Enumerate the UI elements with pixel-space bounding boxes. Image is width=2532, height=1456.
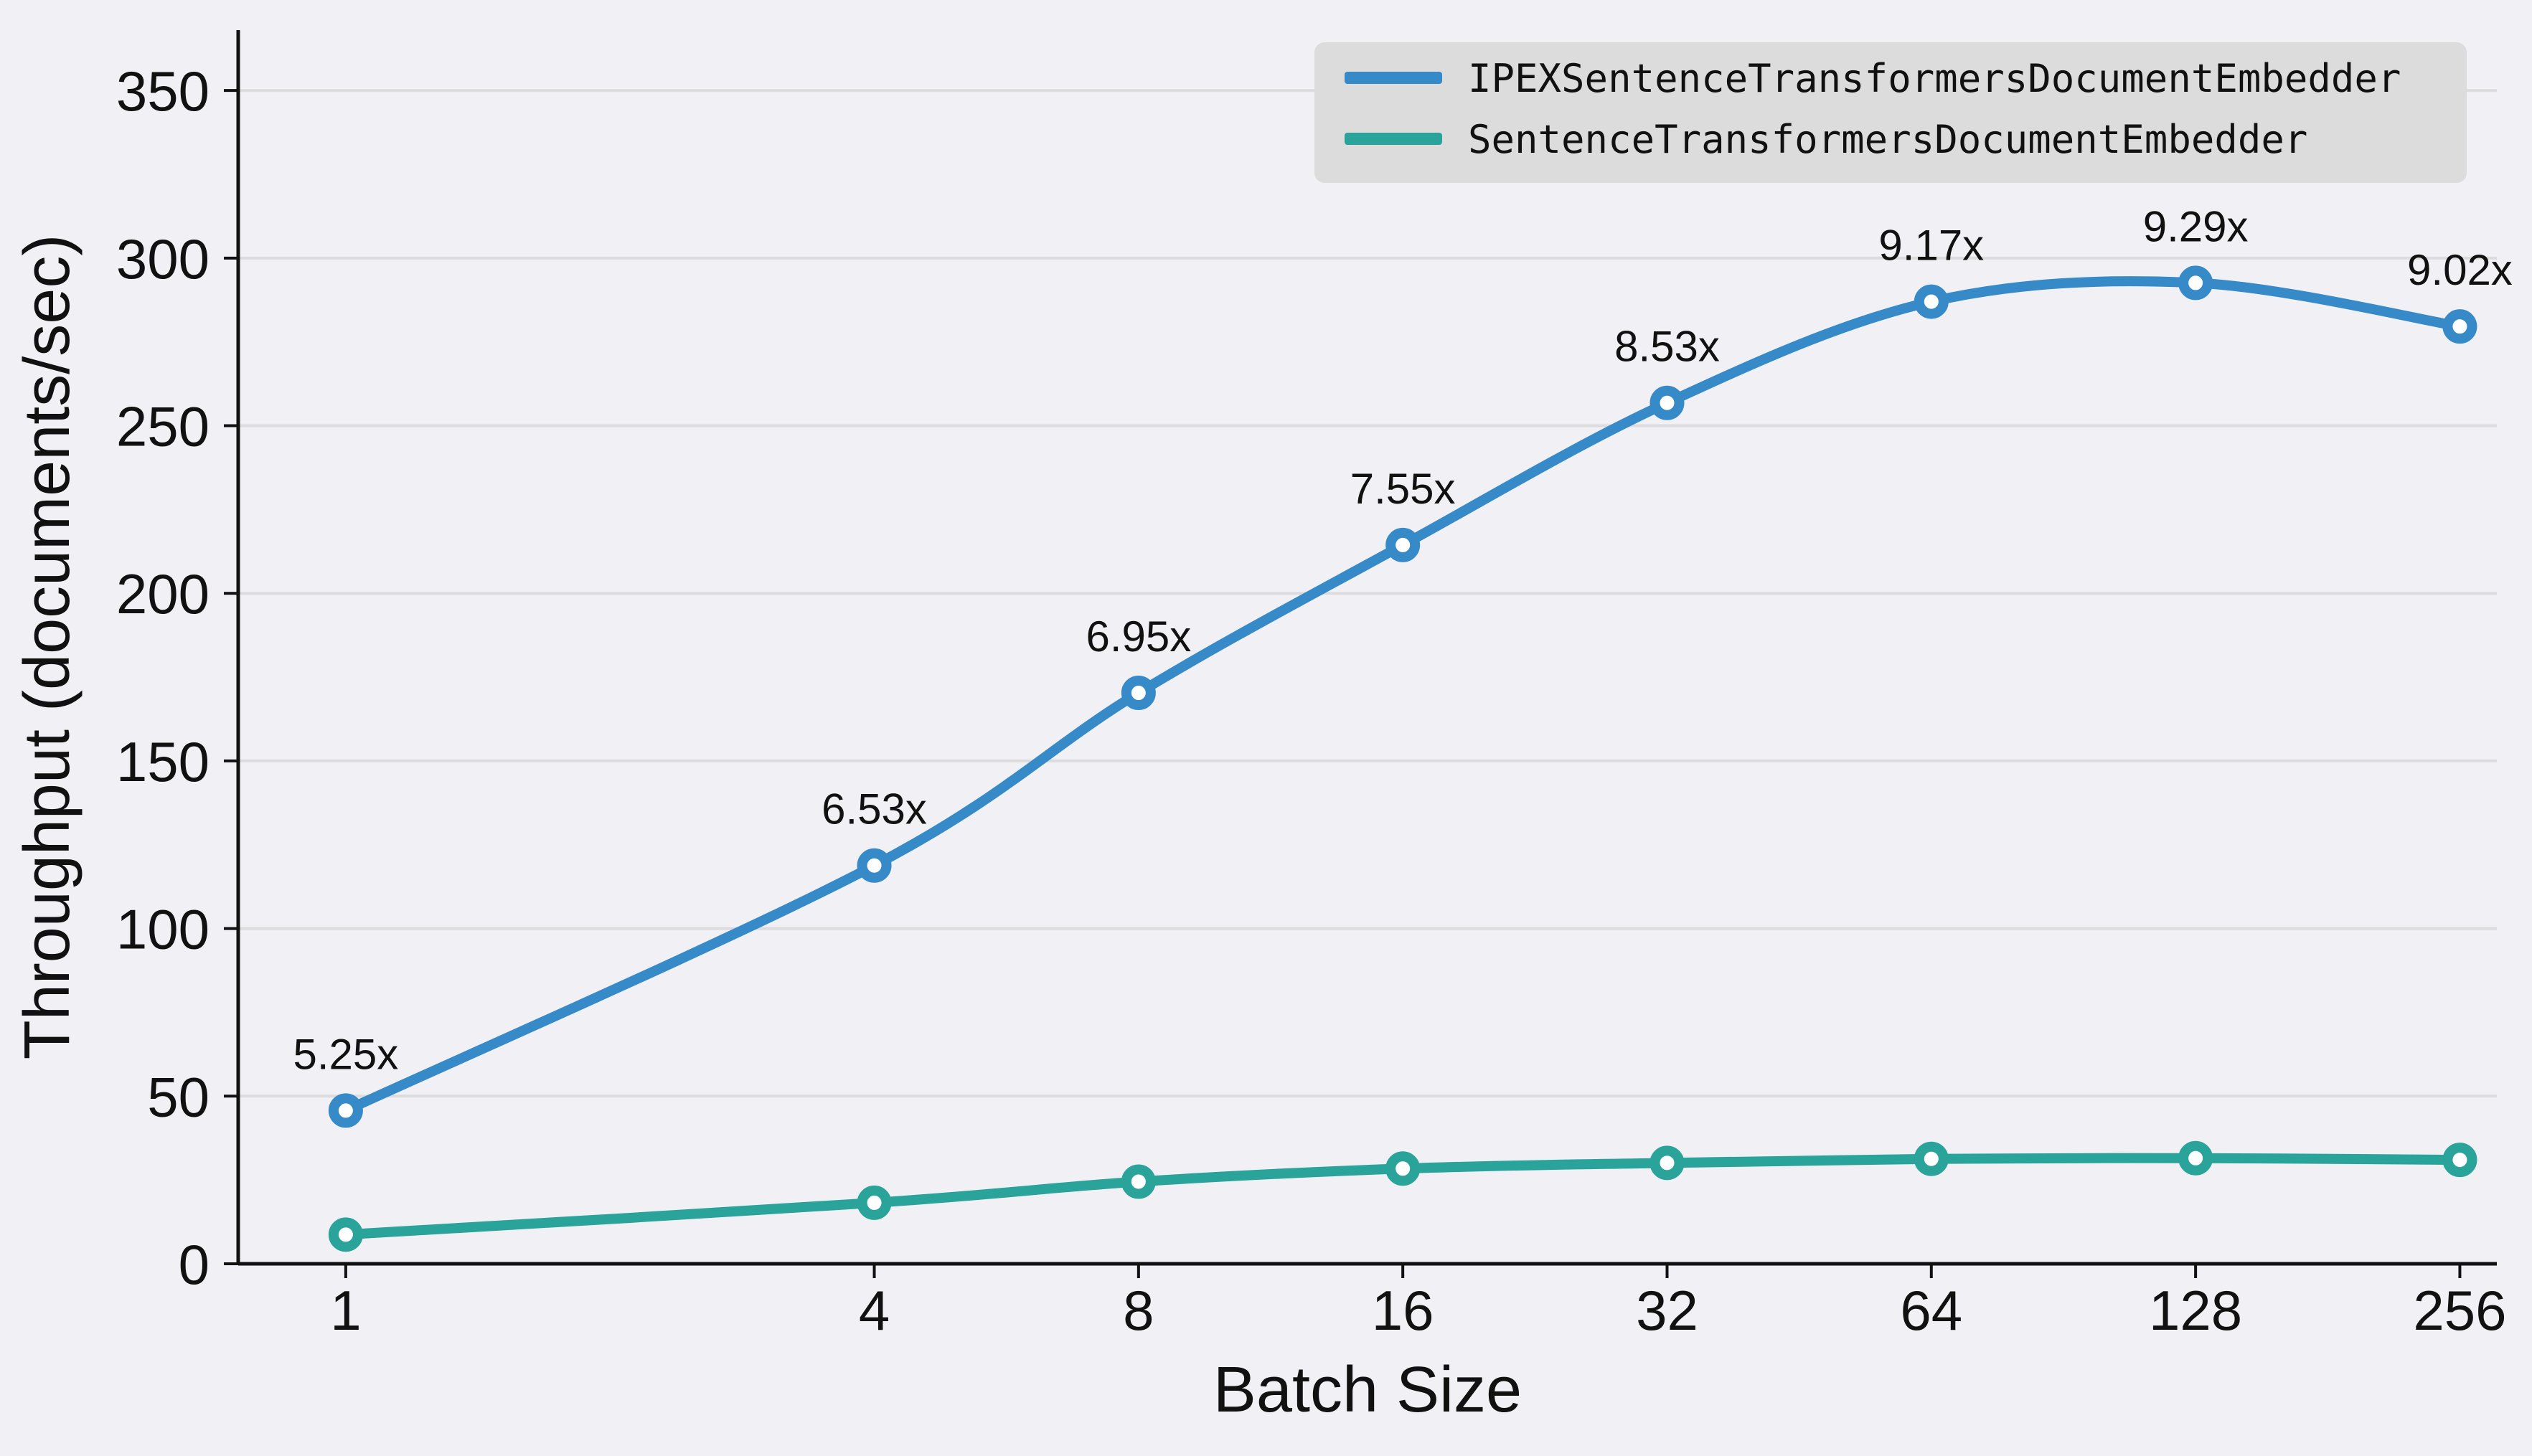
data-point-marker [857,848,892,883]
speedup-annotation: 7.55x [1350,465,1456,513]
series-lines [340,276,2465,1240]
x-tick-label: 128 [2149,1279,2242,1342]
speedup-annotation: 8.53x [1614,323,1720,371]
axes-spines [236,30,2497,1266]
series-markers [328,265,2477,1252]
y-tick-label: 350 [116,60,210,123]
speedup-annotation: 9.02x [2407,246,2513,294]
y-tick-label: 300 [116,227,210,290]
data-point-marker [328,1217,363,1252]
x-tick-label: 4 [859,1279,890,1342]
y-tick-label: 100 [116,898,210,961]
data-point-marker [1649,1145,1685,1181]
y-tick-label: 250 [116,395,210,458]
gridlines [238,89,2497,1098]
y-tick-label: 0 [179,1233,210,1296]
y-axis-label: Throughput (documents/sec) [11,235,83,1060]
speedup-annotation: 6.95x [1086,613,1191,661]
legend: IPEXSentenceTransformersDocumentEmbedder… [1314,42,2467,183]
speedup-annotation: 6.53x [822,785,927,833]
legend-label-ipex: IPEXSentenceTransformersDocumentEmbedder [1468,56,2401,101]
data-point-marker [2442,1143,2477,1178]
speedup-annotation: 9.17x [1878,222,1984,270]
axis-tick-labels: 0 50 100 150 200 250 300 350 1 4 8 16 32 64 128 256 [116,60,2507,1342]
series-line [340,1153,2465,1240]
speedup-annotation: 5.25x [293,1030,399,1078]
data-point-marker [1385,527,1421,562]
y-tick-label: 200 [116,562,210,625]
legend-swatch-stock [1345,133,1442,145]
legend-label-stock: SentenceTransformersDocumentEmbedder [1468,117,2307,162]
y-tick-label: 50 [147,1065,210,1128]
data-point-marker [2442,309,2477,344]
data-point-marker [328,1093,363,1128]
speedup-annotation: 9.29x [2143,202,2249,250]
x-tick-label: 16 [1372,1279,1434,1342]
data-point-marker [1385,1151,1421,1186]
x-tick-label: 32 [1636,1279,1698,1342]
y-tick-label: 150 [116,730,210,793]
data-point-marker [2178,265,2213,301]
data-point-marker [1914,1141,1949,1176]
data-point-marker [1121,676,1156,711]
legend-box [1314,42,2467,183]
x-tick-label: 1 [330,1279,361,1342]
x-tick-label: 64 [1900,1279,1962,1342]
axis-ticks [224,89,2462,1278]
legend-swatch-ipex [1345,72,1442,84]
data-point-marker [1121,1164,1156,1199]
data-point-marker [2178,1140,2213,1176]
data-point-marker [1649,385,1685,420]
data-point-marker [857,1185,892,1220]
x-tick-label: 8 [1123,1279,1154,1342]
speedup-annotations: 5.25x 6.53x 6.95x 7.55x 8.53x 9.17x 9.29x 9.02x [293,202,2513,1078]
series-line [340,276,2465,1116]
data-point-marker [1914,284,1949,319]
x-axis-label: Batch Size [1213,1354,1522,1426]
x-tick-label: 256 [2413,1279,2506,1342]
